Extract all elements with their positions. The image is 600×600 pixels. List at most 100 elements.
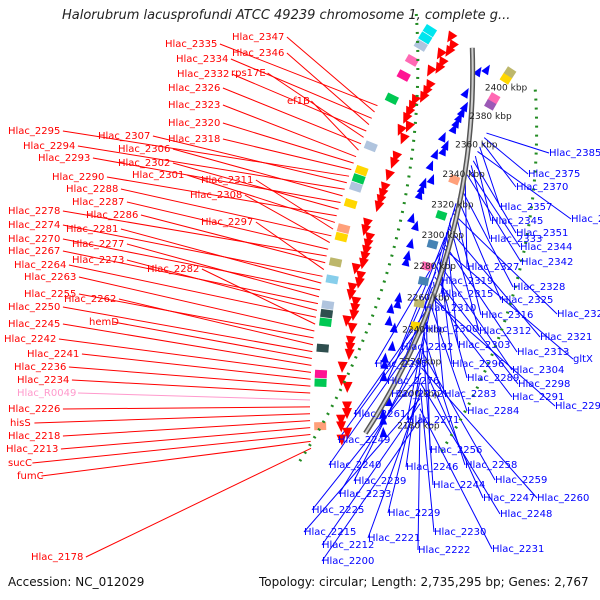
cog-block-outer (336, 223, 351, 235)
cog-block-inner (435, 209, 448, 221)
forward-gene-arrow (392, 150, 403, 163)
forward-gene-arrow (356, 270, 367, 283)
left-leader-line (172, 162, 339, 210)
left-gene-label: Hlac_2287 (72, 197, 124, 208)
left-leader-line (62, 130, 350, 177)
left-gene-label: Hlac_2234 (17, 375, 69, 386)
right-gene-label: Hlac_2375 (528, 169, 580, 180)
forward-gene-arrow (406, 105, 416, 118)
left-leader-line (78, 276, 315, 332)
kbp-tick-label: 2380 kbp (469, 112, 512, 122)
left-leader-line (62, 210, 327, 257)
right-leader-line (421, 362, 484, 499)
right-leader-line (321, 418, 421, 562)
right-leader-line (474, 155, 492, 222)
cog-block-outer (343, 198, 358, 210)
forward-gene-arrow (350, 302, 361, 315)
forward-gene-arrow (342, 427, 353, 439)
right-gene-label: Hlac_2316 (481, 310, 533, 321)
left-gene-label: Hlac_2301 (132, 170, 184, 181)
left-gene-label: Hlac_2290 (52, 172, 104, 183)
right-leader-line (448, 222, 480, 332)
left-gene-label: Hlac_2273 (72, 255, 124, 266)
cog-block-outer (314, 421, 327, 431)
left-leader-line (113, 321, 312, 360)
left-leader-line (78, 293, 314, 339)
right-gene-label: Hlac_2291 (512, 392, 564, 403)
left-leader-line (62, 406, 311, 410)
left-gene-label: Hlac_2281 (66, 224, 118, 235)
forward-gene-arrow (376, 193, 387, 206)
left-gene-label: Hlac_2346 (232, 48, 284, 59)
cog-block-outer (314, 378, 327, 387)
right-gene-label: Hlac_2370 (516, 182, 568, 193)
cog-block-outer (363, 140, 378, 153)
forward-gene-arrow (427, 64, 437, 77)
right-gene-label: Hlac_2212 (322, 540, 374, 551)
kbp-tick-label: 2220 kbp (399, 357, 442, 367)
forward-gene-arrow (403, 111, 413, 124)
reverse-gene-arrow (426, 174, 435, 185)
right-gene-label: Hlac_2328 (513, 282, 565, 293)
left-leader-line (222, 122, 354, 164)
forward-gene-arrow (435, 61, 446, 74)
forward-gene-arrow (351, 262, 362, 275)
left-gene-label: Hlac_2226 (8, 404, 60, 415)
cog-block-inner (448, 174, 461, 186)
right-leader-line (434, 276, 519, 385)
backbone-highlight (364, 47, 474, 434)
left-leader-line (62, 224, 323, 277)
left-leader-line (126, 243, 320, 298)
right-leader-line (468, 169, 521, 248)
cog-block-outer (334, 231, 349, 243)
left-leader-line (62, 323, 312, 366)
left-gene-label: Hlac_2288 (66, 184, 118, 195)
right-gene-label: Hlac_2231 (492, 544, 544, 555)
right-gene-label: Hlac_2221 (368, 533, 420, 544)
reverse-gene-arrow (379, 371, 388, 382)
reverse-gene-arrow (472, 66, 482, 78)
right-leader-line (311, 372, 422, 511)
left-gene-label: Hlac_2318 (168, 134, 220, 145)
right-leader-line (453, 208, 482, 316)
forward-gene-arrow (411, 93, 422, 106)
left-gene-label: Hlac_2213 (6, 444, 58, 455)
left-gene-label: Hlac_2295 (8, 126, 60, 137)
forward-gene-arrow (345, 342, 356, 354)
left-gene-label: Hlac_2274 (8, 220, 60, 231)
right-gene-label: Hlac_2363 (571, 214, 600, 225)
left-gene-label: Hlac_2255 (24, 289, 76, 300)
reverse-gene-arrow (379, 414, 388, 425)
forward-gene-arrow (408, 99, 419, 112)
left-gene-label: Hlac_2241 (27, 349, 79, 360)
cog-block-outer (354, 164, 369, 177)
cog-block-inner (426, 239, 439, 250)
kbp-ticks: 2400 kbp 2380 kbp 2360 kbp 2340 kbp 2320 kbp… (397, 84, 527, 432)
left-leader-line (244, 194, 330, 243)
forward-gene-arrow (347, 322, 358, 334)
forward-gene-arrow (347, 282, 358, 294)
left-gene-label: Hlac_2286 (86, 210, 138, 221)
left-leader-line (58, 338, 312, 373)
right-leader-line (367, 393, 421, 539)
right-gene-label: Hlac_2327 (467, 262, 519, 273)
forward-gene-arrow (426, 78, 436, 92)
forward-gene-arrow (346, 335, 356, 348)
forward-gene-arrow (445, 44, 456, 57)
cog-block-outer (418, 31, 433, 45)
right-leader-line (419, 408, 493, 550)
left-gene-label: rps17E (231, 68, 266, 79)
left-gene-label: Hlac_2311 (201, 175, 253, 186)
left-gene-label: Hlac_2320 (168, 118, 220, 129)
left-leader-line (32, 434, 311, 464)
forward-gene-arrow (360, 251, 371, 263)
forward-gene-arrow (336, 374, 347, 387)
right-gene-label: Hlac_2296 (452, 359, 504, 370)
right-gene-label: Hlac_2329 (557, 309, 600, 320)
right-gene-label: Hlac_2215 (304, 527, 356, 538)
cog-block-inner (487, 92, 501, 105)
cog-block-outer (320, 308, 334, 319)
forward-gene-arrow (385, 168, 395, 182)
right-gene-label: Hlac_2310 (424, 303, 476, 314)
right-gene-label: Hlac_2321 (540, 332, 592, 343)
